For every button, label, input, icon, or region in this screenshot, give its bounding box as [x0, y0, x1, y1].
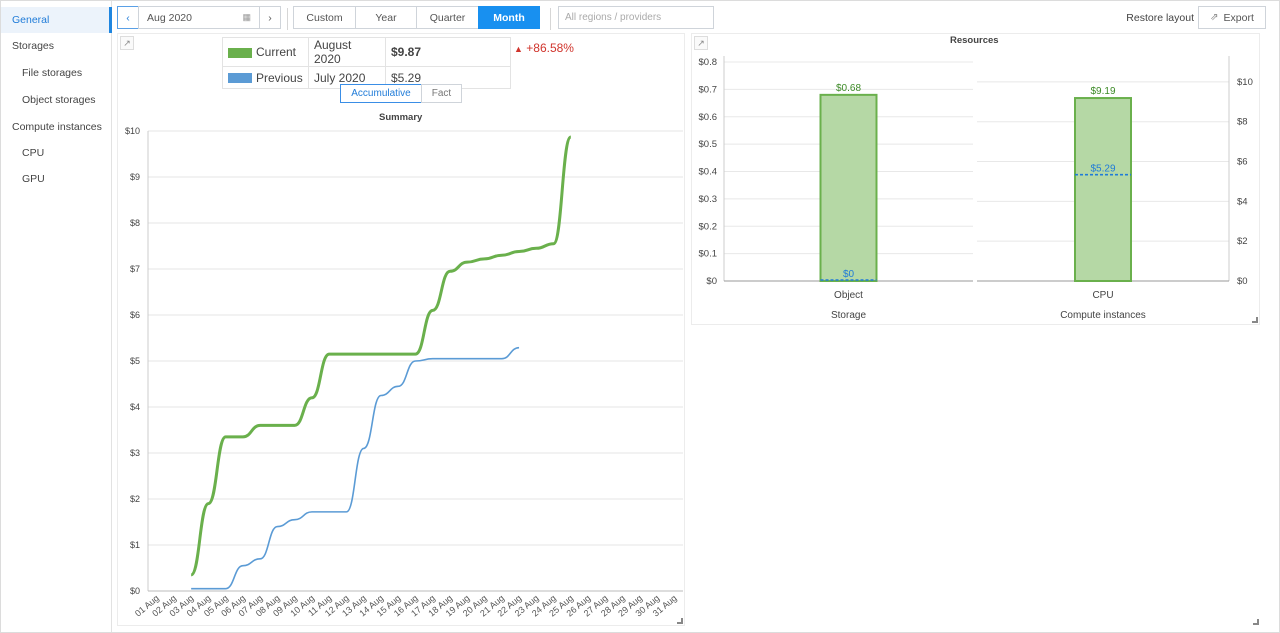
calendar-icon: ▦ [242, 12, 251, 22]
chevron-left-icon: ‹ [126, 11, 130, 24]
resources-chart-title: Resources [950, 35, 999, 46]
current-period: August 2020 [308, 37, 386, 67]
sidebar-item-object-storages[interactable]: Object storages [22, 94, 96, 106]
toolbar-divider [287, 8, 288, 30]
date-value: Aug 2020 [147, 11, 192, 24]
previous-label: Previous [256, 70, 303, 85]
arrow-up-icon: ▲ [514, 44, 523, 54]
toolbar: ‹ Aug 2020 ▦ › Custom Year Quarter Month… [113, 4, 1276, 32]
delta-value: +86.58% [526, 41, 574, 55]
sidebar-item-cpu[interactable]: CPU [22, 147, 45, 159]
fact-toggle[interactable]: Fact [421, 84, 462, 103]
legend-row-current: Current August 2020 $9.87 [222, 37, 511, 67]
period-year-button[interactable]: Year [355, 6, 417, 29]
previous-swatch [228, 73, 252, 84]
chevron-right-icon: › [268, 11, 272, 24]
export-button[interactable]: ⇗ Export [1198, 6, 1266, 29]
summary-chart-title: Summary [379, 112, 423, 123]
expand-icon[interactable]: ↗ [694, 36, 708, 50]
current-label: Current [256, 45, 297, 59]
export-label: Export [1223, 11, 1254, 24]
expand-icon[interactable]: ↗ [120, 36, 134, 50]
sidebar-item-general[interactable]: General [1, 7, 112, 33]
toolbar-divider [550, 8, 551, 30]
resources-panel: ↗ [691, 33, 1260, 325]
empty-panel-area [691, 327, 1260, 626]
sidebar-item-compute-instances[interactable]: Compute instances [12, 121, 102, 133]
accumulative-toggle[interactable]: Accumulative [340, 84, 422, 103]
sidebar-item-storages[interactable]: Storages [12, 40, 55, 52]
restore-layout-button[interactable]: Restore layout [1126, 12, 1194, 24]
legend-row-previous: Previous July 2020 $5.29 [222, 66, 511, 89]
next-period-button[interactable]: › [259, 6, 281, 29]
date-picker[interactable]: Aug 2020 ▦ [138, 6, 260, 29]
resize-handle[interactable] [1252, 317, 1258, 323]
period-month-button[interactable]: Month [478, 6, 540, 29]
prev-period-button[interactable]: ‹ [117, 6, 139, 29]
resize-handle[interactable] [677, 618, 683, 624]
sidebar-item-gpu[interactable]: GPU [22, 173, 45, 185]
delta-badge: ▲ +86.58% [514, 41, 574, 55]
period-custom-button[interactable]: Custom [293, 6, 356, 29]
summary-legend-table: Current August 2020 $9.87 Previous July … [222, 37, 511, 89]
resize-handle[interactable] [1253, 619, 1259, 625]
current-value: $9.87 [385, 37, 511, 67]
period-quarter-button[interactable]: Quarter [416, 6, 479, 29]
sidebar-item-file-storages[interactable]: File storages [22, 67, 83, 79]
current-swatch [228, 47, 252, 58]
export-icon: ⇗ [1210, 12, 1219, 23]
region-filter-input[interactable]: All regions / providers [558, 6, 714, 29]
sidebar: General Storages File storages Object st… [1, 1, 112, 632]
